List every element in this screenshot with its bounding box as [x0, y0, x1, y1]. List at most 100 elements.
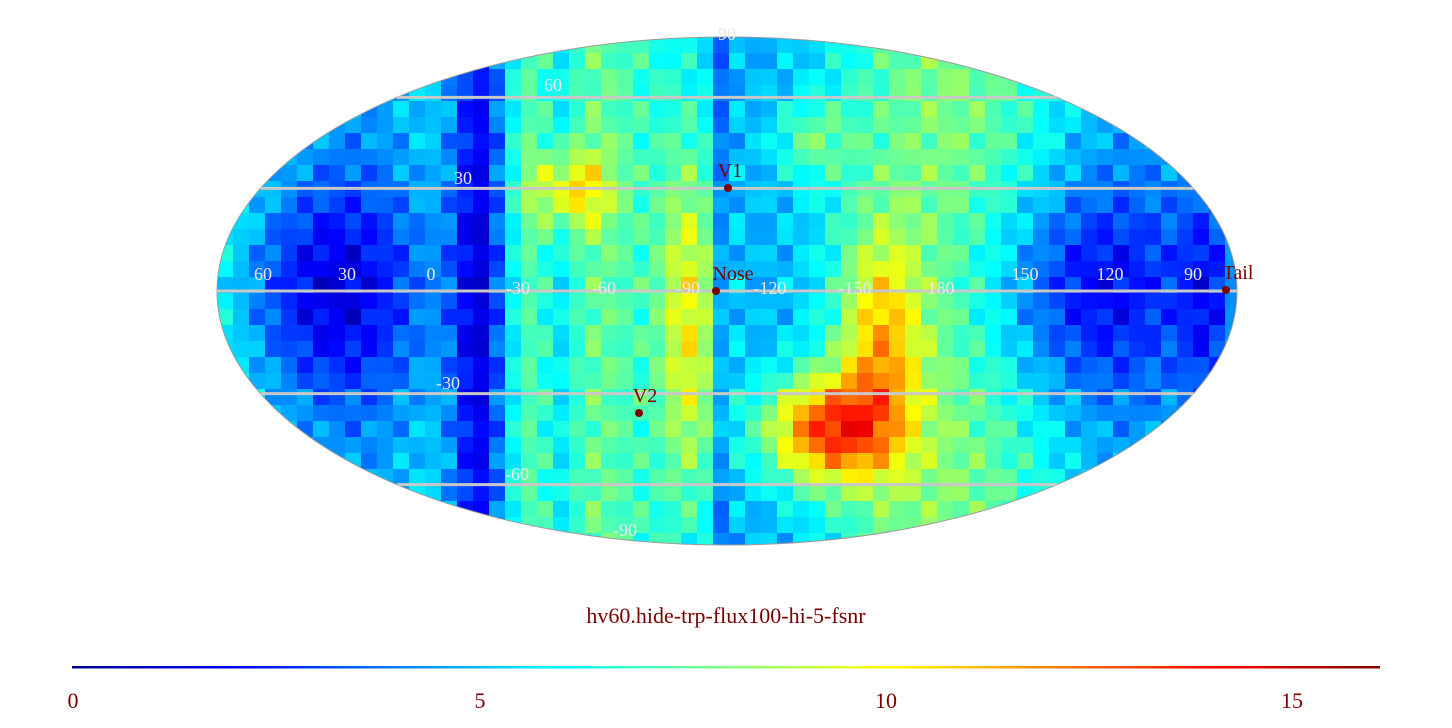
flux-cell — [1081, 37, 1098, 54]
flux-cell — [1177, 309, 1194, 326]
flux-cell — [825, 229, 842, 246]
flux-cell — [249, 245, 266, 262]
flux-cell — [537, 341, 554, 358]
flux-cell — [1177, 277, 1194, 294]
flux-cell — [777, 197, 794, 214]
flux-cell — [729, 53, 746, 70]
flux-cell — [489, 533, 506, 545]
flux-cell — [889, 341, 906, 358]
flux-cell — [985, 133, 1002, 150]
flux-cell — [1145, 341, 1162, 358]
flux-cell — [457, 85, 474, 102]
flux-cell — [1193, 53, 1210, 70]
flux-cell — [441, 165, 458, 182]
flux-cell — [905, 149, 922, 166]
flux-cell — [249, 53, 266, 70]
flux-cell — [873, 133, 890, 150]
flux-cell — [1161, 165, 1178, 182]
flux-cell — [1049, 421, 1066, 438]
flux-cell — [857, 149, 874, 166]
flux-cell — [745, 293, 762, 310]
flux-cell — [681, 325, 698, 342]
flux-cell — [1001, 165, 1018, 182]
flux-cell — [857, 485, 874, 502]
flux-cell — [921, 197, 938, 214]
flux-cell — [377, 533, 394, 545]
flux-cell — [377, 245, 394, 262]
flux-cell — [1049, 85, 1066, 102]
flux-cell — [553, 197, 570, 214]
flux-cell — [585, 85, 602, 102]
flux-cell — [489, 53, 506, 70]
flux-cell — [1065, 501, 1082, 518]
flux-cell — [761, 405, 778, 422]
flux-cell — [681, 533, 698, 545]
flux-cell — [985, 437, 1002, 454]
flux-cell — [537, 485, 554, 502]
flux-cell — [809, 149, 826, 166]
flux-cell — [1081, 85, 1098, 102]
flux-cell — [361, 245, 378, 262]
flux-cell — [793, 101, 810, 118]
flux-cell — [777, 37, 794, 54]
flux-cell — [1113, 165, 1130, 182]
flux-cell — [281, 485, 298, 502]
flux-cell — [601, 165, 618, 182]
flux-cell — [377, 501, 394, 518]
flux-cell — [777, 277, 794, 294]
flux-cell — [825, 389, 842, 406]
flux-cell — [969, 197, 986, 214]
flux-cell — [985, 453, 1002, 470]
flux-cell — [1209, 53, 1226, 70]
longitude-label: 30 — [338, 264, 356, 284]
flux-cell — [1193, 149, 1210, 166]
flux-cell — [425, 53, 442, 70]
flux-cell — [969, 469, 986, 486]
flux-cell — [889, 261, 906, 278]
flux-cell — [1049, 53, 1066, 70]
flux-cell — [937, 261, 954, 278]
flux-cell — [633, 469, 650, 486]
flux-cell — [713, 117, 730, 134]
flux-cell — [281, 373, 298, 390]
flux-cell — [505, 373, 522, 390]
flux-cell — [905, 101, 922, 118]
flux-cell — [985, 245, 1002, 262]
flux-cell — [665, 469, 682, 486]
flux-cell — [569, 197, 586, 214]
flux-cell — [873, 437, 890, 454]
latitude-label: -30 — [436, 373, 460, 393]
flux-cell — [809, 197, 826, 214]
flux-cell — [1193, 277, 1210, 294]
flux-cell — [217, 181, 234, 198]
flux-cell — [1177, 437, 1194, 454]
flux-cell — [777, 437, 794, 454]
flux-cell — [761, 133, 778, 150]
flux-cell — [1049, 117, 1066, 134]
flux-cell — [857, 357, 874, 374]
flux-cell — [649, 229, 666, 246]
flux-cell — [1177, 373, 1194, 390]
flux-cell — [793, 325, 810, 342]
flux-cell — [409, 325, 426, 342]
flux-cell — [1177, 229, 1194, 246]
flux-cell — [1033, 517, 1050, 534]
flux-cell — [1225, 453, 1237, 470]
flux-cell — [905, 373, 922, 390]
flux-cell — [553, 101, 570, 118]
flux-cell — [825, 501, 842, 518]
flux-cell — [441, 341, 458, 358]
flux-cell — [1193, 341, 1210, 358]
flux-cell — [313, 517, 330, 534]
flux-cell — [1065, 341, 1082, 358]
flux-cell — [569, 485, 586, 502]
flux-cell — [393, 101, 410, 118]
flux-cell — [697, 501, 714, 518]
flux-cell — [601, 437, 618, 454]
flux-cell — [713, 533, 730, 545]
flux-cell — [985, 469, 1002, 486]
flux-cell — [585, 357, 602, 374]
flux-cell — [377, 389, 394, 406]
flux-cell — [585, 325, 602, 342]
flux-cell — [809, 469, 826, 486]
